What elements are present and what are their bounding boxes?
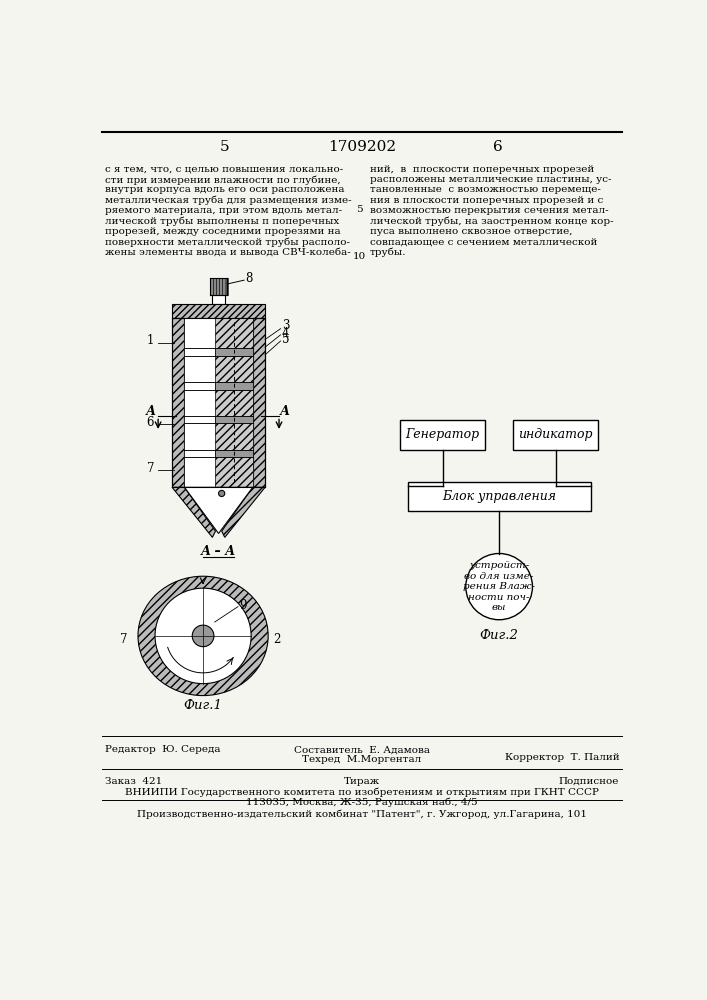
Bar (252, 318, 265, 487)
Bar (212, 295, 225, 304)
Text: лической трубы, на заостренном конце кор-: лической трубы, на заостренном конце кор… (370, 217, 614, 226)
Bar (210, 278, 213, 295)
Text: индикатор: индикатор (518, 428, 593, 441)
Bar (216, 348, 252, 356)
Bar (223, 278, 226, 295)
Text: прорезей, между соседними прорезями на: прорезей, между соседними прорезями на (105, 227, 341, 236)
Text: 1709202: 1709202 (328, 140, 396, 154)
Text: жены элементы ввода и вывода СВЧ-колеба-: жены элементы ввода и вывода СВЧ-колеба- (105, 248, 351, 257)
Bar (213, 278, 216, 295)
Text: Корректор  Т. Палий: Корректор Т. Палий (505, 753, 619, 762)
Text: Тираж: Тираж (344, 777, 380, 786)
Text: металлическая труба для размещения изме-: металлическая труба для размещения изме- (105, 196, 352, 205)
Text: А: А (146, 405, 156, 418)
Text: Генератор: Генератор (406, 428, 479, 441)
Text: ряемого материала, при этом вдоль метал-: ряемого материала, при этом вдоль метал- (105, 206, 343, 215)
Circle shape (155, 588, 251, 684)
Text: 6: 6 (146, 416, 154, 429)
Text: устройст-
во для изме-
рения Влаж-
ности поч-
вы: устройст- во для изме- рения Влаж- ности… (463, 561, 535, 612)
Bar (185, 416, 216, 423)
Text: с я тем, что, с целью повышения локально-: с я тем, что, с целью повышения локально… (105, 165, 344, 174)
Bar (216, 382, 252, 389)
Ellipse shape (138, 576, 268, 696)
Text: 3: 3 (282, 319, 290, 332)
Text: 8: 8 (246, 272, 253, 285)
Bar (216, 416, 252, 423)
Text: Блок управления: Блок управления (442, 490, 556, 503)
Text: поверхности металлической трубы располо-: поверхности металлической трубы располо- (105, 237, 351, 247)
Circle shape (192, 625, 214, 647)
Text: Фиг.1: Фиг.1 (184, 699, 223, 712)
Bar (219, 278, 222, 295)
Text: А: А (280, 405, 291, 418)
Text: Редактор  Ю. Середа: Редактор Ю. Середа (105, 745, 221, 754)
Text: ния в плоскости поперечных прорезей и с: ния в плоскости поперечных прорезей и с (370, 196, 603, 205)
Bar (185, 450, 216, 457)
Bar (185, 318, 252, 487)
Text: ний,  в  плоскости поперечных прорезей: ний, в плоскости поперечных прорезей (370, 165, 594, 174)
Text: внутри корпуса вдоль его оси расположена: внутри корпуса вдоль его оси расположена (105, 185, 345, 194)
Bar (513, 420, 598, 450)
Bar (216, 450, 252, 457)
Text: Подписное: Подписное (559, 777, 619, 786)
Bar (216, 318, 252, 487)
Polygon shape (172, 487, 216, 537)
Text: Фиг.2: Фиг.2 (479, 629, 518, 642)
Text: 5: 5 (282, 333, 290, 346)
Text: возможностью перекрытия сечения метал-: возможностью перекрытия сечения метал- (370, 206, 608, 215)
Bar (226, 278, 228, 295)
Text: 1: 1 (146, 334, 154, 347)
Text: 113035, Москва, Ж-35, Раушская наб., 4/5: 113035, Москва, Ж-35, Раушская наб., 4/5 (246, 798, 478, 807)
Text: лической трубы выполнены п поперечных: лической трубы выполнены п поперечных (105, 217, 339, 226)
Bar (185, 348, 216, 356)
Text: 4: 4 (282, 327, 290, 340)
Circle shape (218, 490, 225, 497)
Text: 6: 6 (493, 140, 503, 154)
Bar (172, 304, 265, 318)
Circle shape (466, 554, 532, 620)
Text: А – А: А – А (201, 545, 236, 558)
Text: трубы.: трубы. (370, 248, 407, 257)
Text: тановленные  с возможностью перемеще-: тановленные с возможностью перемеще- (370, 185, 600, 194)
Text: 7: 7 (119, 633, 127, 646)
Bar (216, 278, 219, 295)
Text: Производственно-издательский комбинат "Патент", г. Ужгород, ул.Гагарина, 101: Производственно-издательский комбинат "П… (137, 809, 587, 819)
Text: Составитель  Е. Адамова: Составитель Е. Адамова (294, 745, 430, 754)
Text: 7: 7 (146, 462, 154, 475)
Text: сти при измерении влажности по глубине,: сти при измерении влажности по глубине, (105, 175, 341, 185)
Text: Техред  М.Моргентал: Техред М.Моргентал (303, 755, 421, 764)
Bar (400, 420, 485, 450)
Bar (185, 382, 216, 389)
Text: 5: 5 (356, 205, 363, 214)
Text: ВНИИПИ Государственного комитета по изобретениям и открытиям при ГКНТ СССР: ВНИИПИ Государственного комитета по изоб… (125, 788, 599, 797)
Text: пуса выполнено сквозное отверстие,: пуса выполнено сквозное отверстие, (370, 227, 572, 236)
Text: 2: 2 (273, 633, 280, 646)
Text: 10: 10 (353, 252, 366, 261)
Polygon shape (222, 487, 265, 537)
Text: совпадающее с сечением металлической: совпадающее с сечением металлической (370, 237, 597, 246)
Text: 9: 9 (240, 599, 247, 612)
Text: 5: 5 (220, 140, 230, 154)
Text: расположены металлические пластины, ус-: расположены металлические пластины, ус- (370, 175, 611, 184)
Bar (408, 482, 590, 511)
Bar (172, 318, 185, 487)
Polygon shape (185, 487, 252, 533)
Text: Заказ  421: Заказ 421 (105, 777, 163, 786)
